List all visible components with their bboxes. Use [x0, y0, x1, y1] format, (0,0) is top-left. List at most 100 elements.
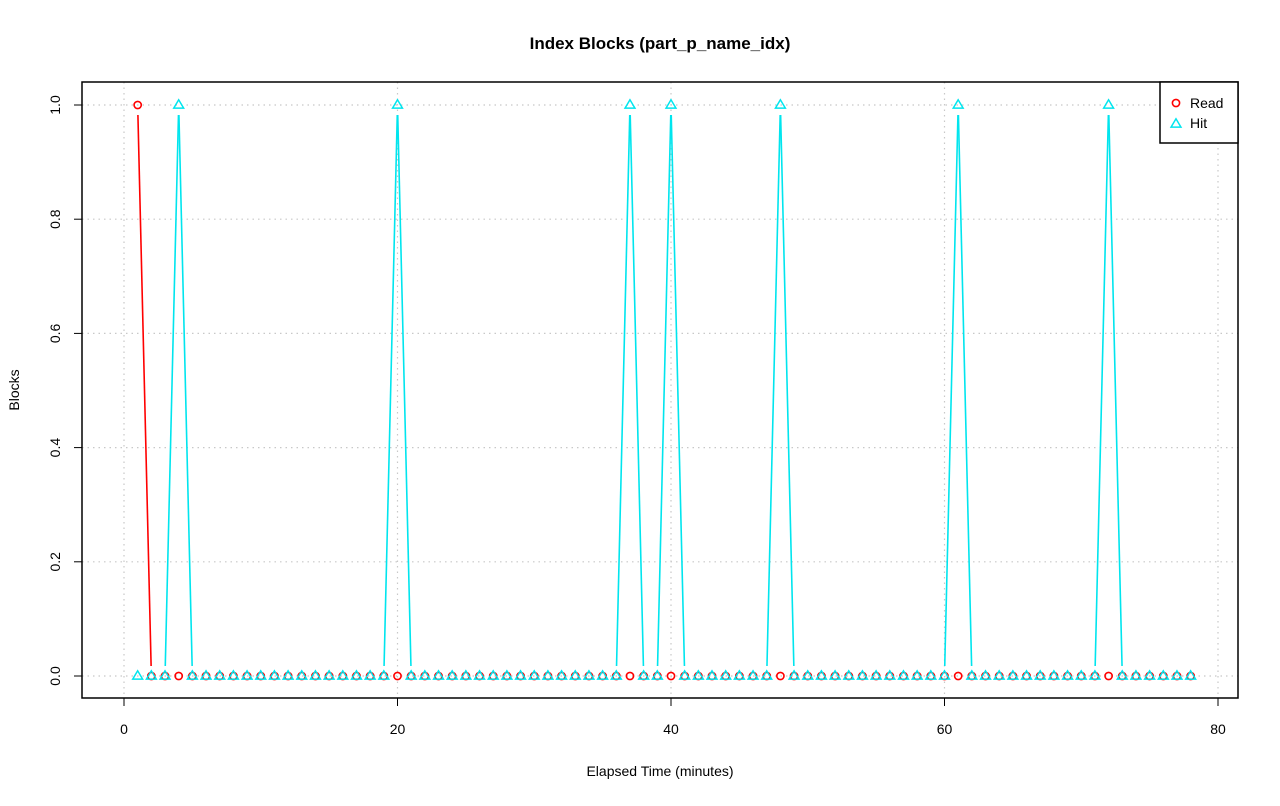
series-read-point-3	[174, 671, 184, 681]
series-hit-point-19	[391, 98, 404, 109]
y-tick-label-4: 0.8	[47, 209, 63, 229]
series-hit-point-28	[514, 669, 527, 680]
series-hit-point-15	[336, 669, 350, 680]
series-hit-point-16	[350, 669, 363, 680]
series-hit-point-53	[856, 669, 869, 680]
series-hit-point-40	[678, 669, 691, 680]
y-tick-label-1: 0.2	[47, 552, 63, 572]
series-hit-segment-3	[178, 114, 193, 667]
series-hit-point-5	[199, 669, 213, 680]
series-hit-point-29	[527, 669, 541, 680]
series-hit-segment-47	[779, 114, 795, 667]
series-hit-point-57	[910, 669, 924, 680]
y-tick-label-3: 0.6	[47, 323, 63, 343]
series-hit-segment-36	[629, 114, 645, 667]
series-hit-point-36	[623, 98, 637, 109]
series-read-point-39	[666, 671, 676, 681]
series-hit-segment-39	[670, 114, 686, 667]
x-tick-label-2: 40	[663, 721, 679, 737]
x-axis-label: Elapsed Time (minutes)	[586, 763, 733, 779]
series-hit-point-14	[322, 669, 336, 680]
series-hit-point-52	[842, 669, 856, 680]
series-hit-point-11	[281, 669, 295, 680]
series-read-point-60	[953, 671, 963, 681]
series-hit-point-76	[1170, 669, 1184, 680]
x-tick-label-1: 20	[390, 721, 406, 737]
series-hit-point-74	[1143, 669, 1156, 680]
series-hit-point-38	[651, 669, 664, 680]
chart-title: Index Blocks (part_p_name_idx)	[530, 34, 791, 53]
series-hit-point-48	[787, 669, 801, 680]
plot-frame	[81, 81, 1239, 699]
series-hit-point-35	[610, 669, 623, 680]
series-hit-point-0	[131, 669, 144, 680]
series-hit-point-50	[815, 669, 828, 680]
series-layer	[131, 98, 1197, 681]
series-hit-point-37	[637, 669, 650, 680]
series-hit-segment-35	[615, 114, 631, 667]
series-read-segment-0	[137, 114, 152, 667]
legend-marker-hit	[1169, 117, 1183, 128]
series-hit-point-55	[883, 669, 897, 680]
series-hit-point-32	[569, 669, 582, 680]
series-hit-segment-46	[766, 114, 781, 667]
legend-marker-read	[1171, 98, 1181, 108]
series-hit-point-64	[1006, 669, 1020, 680]
series-hit-point-24	[459, 669, 473, 680]
series-hit-point-31	[555, 669, 568, 680]
y-tick-label-5: 1.0	[47, 95, 63, 115]
series-hit-point-45	[746, 669, 760, 680]
series-hit-point-59	[938, 669, 951, 680]
series-hit-point-73	[1129, 669, 1143, 680]
y-tick-label-2: 0.4	[47, 438, 63, 458]
series-hit-point-42	[705, 669, 719, 680]
series-hit-point-9	[254, 669, 268, 680]
series-hit-segment-70	[1094, 114, 1110, 667]
series-hit-point-39	[664, 98, 678, 109]
series-hit-point-49	[801, 669, 815, 680]
series-read-point-19	[393, 671, 402, 681]
series-hit-point-77	[1184, 669, 1197, 680]
series-hit-point-6	[213, 669, 226, 680]
series-hit-segment-38	[656, 114, 672, 667]
grid-layer	[82, 82, 1238, 698]
series-hit-point-70	[1088, 669, 1102, 680]
series-hit-point-65	[1020, 669, 1033, 680]
legend-label-hit: Hit	[1190, 115, 1207, 131]
y-tick-label-0: 0.0	[47, 666, 63, 686]
series-hit-point-68	[1061, 669, 1074, 680]
series-hit-point-17	[363, 669, 377, 680]
series-hit-point-44	[733, 669, 746, 680]
series-read-point-0	[133, 100, 143, 110]
series-hit-point-1	[145, 669, 158, 680]
series-hit-point-34	[596, 669, 609, 680]
series-read-point-71	[1104, 671, 1113, 681]
series-hit-segment-2	[164, 114, 180, 667]
x-tick-label-0: 0	[120, 721, 128, 737]
series-hit-point-18	[377, 669, 391, 680]
series-hit-point-27	[500, 669, 514, 680]
series-hit-point-75	[1157, 669, 1170, 680]
series-read-point-36	[625, 671, 635, 681]
series-read-point-47	[776, 671, 785, 681]
series-hit	[131, 98, 1197, 680]
series-hit-point-62	[979, 669, 992, 680]
series-hit-point-21	[418, 669, 432, 680]
series-hit-point-33	[582, 669, 596, 680]
series-hit-point-12	[295, 669, 309, 680]
series-hit-segment-18	[383, 114, 399, 667]
y-axis-label: Blocks	[6, 369, 22, 410]
series-hit-point-7	[227, 669, 240, 680]
series-hit-point-8	[240, 669, 254, 680]
series-hit-point-72	[1116, 669, 1129, 680]
series-hit-point-63	[992, 669, 1006, 680]
x-tick-label-4: 80	[1210, 721, 1226, 737]
series-hit-point-60	[951, 98, 965, 109]
legend: Read Hit	[1159, 81, 1239, 144]
series-hit-point-67	[1047, 669, 1061, 680]
series-hit-point-43	[719, 669, 732, 680]
series-hit-point-25	[473, 669, 486, 680]
series-hit-point-10	[268, 669, 281, 680]
series-hit-point-69	[1074, 669, 1088, 680]
